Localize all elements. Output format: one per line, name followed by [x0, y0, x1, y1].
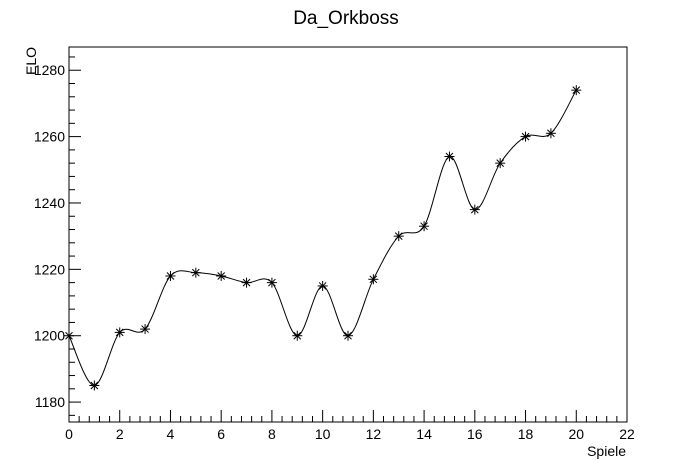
- x-tick-label: 20: [568, 426, 584, 442]
- data-point: [241, 277, 252, 288]
- plot-frame: [68, 46, 628, 423]
- data-point: [89, 380, 100, 391]
- data-markers: [64, 85, 582, 391]
- data-point: [368, 274, 379, 285]
- chart-title: Da_Orkboss: [293, 8, 399, 29]
- y-tick-label: 1240: [34, 195, 65, 211]
- data-point: [64, 330, 74, 341]
- series-line: [68, 89, 577, 386]
- x-tick-label: 2: [116, 426, 124, 442]
- data-point: [419, 221, 430, 232]
- x-tick-label: 8: [268, 426, 276, 442]
- data-point: [216, 270, 227, 281]
- data-point: [140, 324, 151, 335]
- y-tick-label: 1280: [34, 62, 65, 78]
- data-point: [444, 151, 455, 162]
- x-tick-label: 12: [366, 426, 382, 442]
- data-point: [393, 231, 404, 242]
- x-axis-label: Spiele: [587, 443, 626, 459]
- data-point: [571, 85, 582, 96]
- y-tick-label: 1260: [34, 129, 65, 145]
- data-point: [165, 270, 176, 281]
- data-point: [545, 128, 556, 139]
- y-tick-label: 1200: [34, 328, 65, 344]
- x-tick-label: 6: [217, 426, 225, 442]
- x-tick-label: 4: [167, 426, 175, 442]
- x-tick-label: 22: [619, 426, 635, 442]
- x-tick-label: 16: [467, 426, 483, 442]
- x-tick-label: 10: [315, 426, 331, 442]
- data-point: [114, 327, 125, 338]
- y-axis: 1180 1200 1220 1240 1260 1280: [34, 56, 81, 416]
- data-point: [469, 204, 480, 215]
- x-tick-label: 0: [65, 426, 73, 442]
- y-tick-label: 1180: [35, 394, 65, 410]
- x-tick-label: 18: [518, 426, 534, 442]
- data-point: [266, 277, 277, 288]
- data-point: [190, 267, 201, 278]
- data-point: [343, 330, 353, 341]
- data-point: [292, 330, 303, 341]
- y-axis-label: ELO: [23, 47, 39, 75]
- y-tick-label: 1220: [34, 261, 65, 277]
- data-point: [495, 158, 506, 169]
- x-axis: 0 2 4 6 8 10 12 14 16 18 20 22: [65, 410, 635, 442]
- x-tick-label: 14: [416, 426, 432, 442]
- data-point: [317, 280, 328, 291]
- data-point: [520, 131, 531, 142]
